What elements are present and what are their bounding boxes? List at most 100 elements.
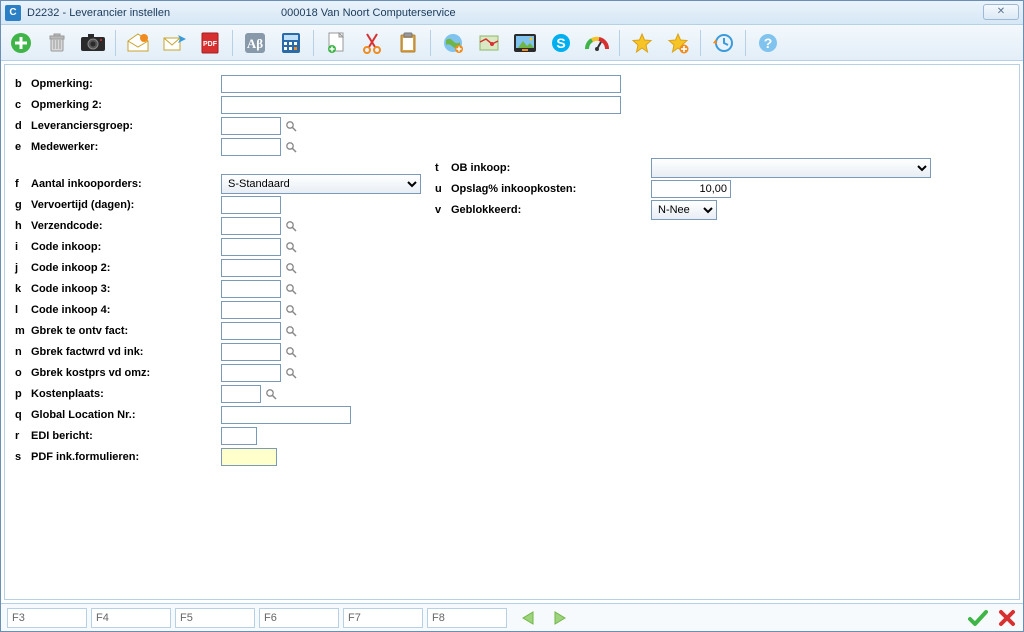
toolbar-separator [745,30,746,56]
lookup-icon[interactable] [283,118,299,134]
svg-text:?: ? [764,35,773,51]
field-letter: d [5,120,31,132]
lookup-icon[interactable] [283,323,299,339]
svg-text:PDF: PDF [203,41,218,48]
lookup-icon[interactable] [283,218,299,234]
mail-send-button[interactable] [158,28,190,58]
fkey-f4[interactable]: F4 [91,608,171,628]
field-input-j[interactable] [221,259,281,277]
field-letter: e [5,141,31,153]
field-label: Medewerker: [31,141,221,153]
lookup-icon[interactable] [283,260,299,276]
add-button[interactable] [5,28,37,58]
field-letter: b [5,78,31,90]
field-input-e[interactable] [221,138,281,156]
field-input-p[interactable] [221,385,261,403]
fkey-f5[interactable]: F5 [175,608,255,628]
fkey-f3[interactable]: F3 [7,608,87,628]
field-input-l[interactable] [221,301,281,319]
field-label: Gbrek kostprs vd omz: [31,367,221,379]
field-letter: o [5,367,31,379]
map-button[interactable] [473,28,505,58]
lookup-icon[interactable] [283,281,299,297]
globe-icon [442,32,464,54]
field-input-q[interactable] [221,406,351,424]
history-button[interactable] [707,28,739,58]
field-input-m[interactable] [221,322,281,340]
fkey-f8[interactable]: F8 [427,608,507,628]
field-input-s[interactable] [221,448,277,466]
camera-button[interactable] [77,28,109,58]
window-title-left: D2232 - Leverancier instellen [27,7,170,19]
field-letter: j [5,262,31,274]
field-label: Code inkoop 3: [31,283,221,295]
cancel-icon[interactable] [997,608,1017,628]
field-select-f[interactable]: S-Standaard [221,174,421,194]
fkey-f6[interactable]: F6 [259,608,339,628]
lookup-icon[interactable] [283,139,299,155]
skype-icon: S [550,32,572,54]
doc-new-button[interactable] [320,28,352,58]
globe-button[interactable] [437,28,469,58]
next-arrow-icon[interactable] [547,610,567,626]
svg-text:Aβ: Aβ [247,36,263,51]
lookup-icon[interactable] [283,302,299,318]
pdf-button[interactable]: PDF [194,28,226,58]
field-row-k: kCode inkoop 3: [5,278,621,299]
field-select-v[interactable]: N-Nee [651,200,717,220]
field-row-s: sPDF ink.formulieren: [5,446,621,467]
field-input-b[interactable] [221,75,621,93]
field-row-q: qGlobal Location Nr.: [5,404,621,425]
field-input-d[interactable] [221,117,281,135]
right-column: tOB inkoop:uOpslag% inkoopkosten:vGeblok… [425,157,931,220]
skype-button[interactable]: S [545,28,577,58]
field-input-r[interactable] [221,427,257,445]
field-label: Leveranciersgroep: [31,120,221,132]
field-label: PDF ink.formulieren: [31,451,221,463]
lookup-icon[interactable] [263,386,279,402]
photo-frame-button[interactable] [509,28,541,58]
trash-button[interactable] [41,28,73,58]
nav-arrows [521,610,567,626]
field-label: Global Location Nr.: [31,409,221,421]
field-row-t: tOB inkoop: [425,157,931,178]
field-input-k[interactable] [221,280,281,298]
close-button[interactable]: ✕ [983,4,1019,20]
field-input-h[interactable] [221,217,281,235]
add-icon [9,31,33,55]
field-letter: l [5,304,31,316]
prev-arrow-icon[interactable] [521,610,541,626]
help-button[interactable]: ? [752,28,784,58]
star-plus-button[interactable] [662,28,694,58]
calculator-button[interactable] [275,28,307,58]
gauge-button[interactable] [581,28,613,58]
text-style-button[interactable]: Aβ [239,28,271,58]
field-input-c[interactable] [221,96,621,114]
cut-button[interactable] [356,28,388,58]
field-input-u[interactable] [651,180,731,198]
field-input-n[interactable] [221,343,281,361]
field-input-g[interactable] [221,196,281,214]
mail-open-button[interactable] [122,28,154,58]
field-letter: v [425,204,451,216]
lookup-icon[interactable] [283,344,299,360]
camera-icon [80,33,106,53]
history-icon [712,32,734,54]
fkey-f7[interactable]: F7 [343,608,423,628]
gauge-icon [585,33,609,53]
app-icon: C [5,5,21,21]
lookup-icon[interactable] [283,365,299,381]
ok-icon[interactable] [967,608,989,628]
field-letter: f [5,178,31,190]
trash-icon [46,32,68,54]
form-content: bOpmerking:cOpmerking 2:dLeveranciersgro… [4,64,1020,600]
field-input-i[interactable] [221,238,281,256]
field-label: EDI bericht: [31,430,221,442]
field-input-o[interactable] [221,364,281,382]
field-select-t[interactable] [651,158,931,178]
star-button[interactable] [626,28,658,58]
field-label: Code inkoop 4: [31,304,221,316]
field-row-m: mGbrek te ontv fact: [5,320,621,341]
lookup-icon[interactable] [283,239,299,255]
clipboard-button[interactable] [392,28,424,58]
